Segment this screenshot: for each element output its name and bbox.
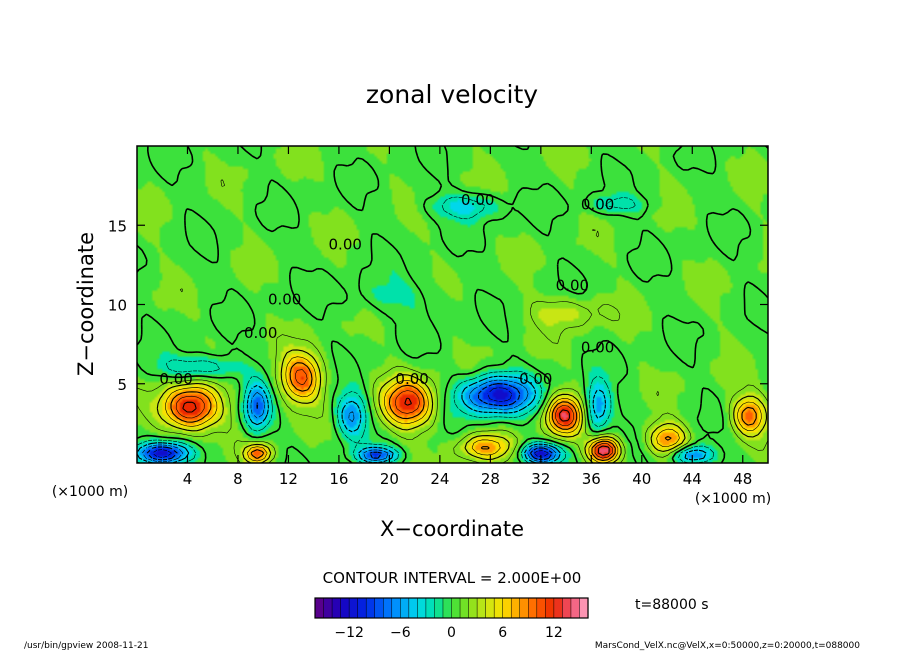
colorbar-cell [502, 597, 512, 619]
contour-label: 0.00 [581, 196, 614, 214]
colorbar-cell [314, 597, 325, 619]
colorbar-cell [357, 597, 367, 619]
x-tick-label: 12 [279, 470, 298, 488]
y-axis-label: Z−coordinate [74, 232, 98, 376]
x-tick-label: 44 [683, 470, 702, 488]
colorbar-cell [562, 597, 572, 619]
contour-labels: 0.00 0.00 0.00 0.00 0.00 0.00 0.00 0.00 0.00 0.00 [159, 191, 614, 388]
x-tick-label: 20 [380, 470, 399, 488]
colorbar-cell [417, 597, 427, 619]
contour-label: 0.00 [395, 370, 428, 388]
contour-line [165, 356, 762, 463]
colorbar-tick-label: 0 [447, 625, 456, 641]
footer-right: MarsCond_VelX.nc@VelX,x=0:50000,z=0:2000… [594, 641, 860, 651]
contour-label: 0.00 [329, 235, 362, 253]
x-axis: 4 8 12 16 20 24 28 32 36 40 44 48 [183, 146, 752, 488]
x-tick-label: 24 [430, 470, 449, 488]
x-tick-label: 4 [183, 470, 193, 488]
contour-line [170, 362, 757, 462]
colorbar-tick-label: −12 [334, 625, 364, 641]
velocity-field [137, 146, 768, 463]
contour-lines [137, 146, 768, 463]
colorbar-cell [493, 597, 504, 619]
contour-label: 0.00 [461, 191, 494, 209]
colorbar-cell [365, 597, 376, 619]
colorbar-tick-labels: −12 −6 0 6 12 [334, 625, 562, 641]
colorbar-cell [331, 597, 342, 619]
contour-label: 0.00 [556, 276, 589, 294]
contour-line [175, 369, 613, 459]
plot-area [137, 146, 768, 463]
colorbar-cell [553, 597, 563, 619]
x-axis-label: X−coordinate [380, 517, 524, 541]
contour-line [146, 383, 553, 461]
colorbar-cell [442, 597, 453, 619]
contour-label: 0.00 [581, 338, 614, 356]
y-tick-label: 10 [108, 297, 127, 315]
colorbar-cell [451, 597, 461, 619]
colorbar-cell [425, 597, 435, 619]
x-tick-label: 32 [531, 470, 550, 488]
x-tick-label: 48 [733, 470, 752, 488]
x-tick-label: 36 [582, 470, 601, 488]
contour-line [142, 379, 557, 463]
x-tick-label: 8 [233, 470, 243, 488]
colorbar-cell [323, 597, 333, 619]
y-tick-label: 5 [117, 376, 127, 394]
x-unit-left: (×1000 m) [52, 484, 128, 500]
contour-line [156, 349, 768, 463]
contour-line [137, 375, 707, 463]
colorbar-cell [485, 597, 495, 619]
colorbar-cell [545, 597, 555, 619]
colorbar-cell [400, 597, 410, 619]
contour-line [151, 387, 549, 458]
colorbar-cell [468, 597, 478, 619]
colorbar-cell [570, 597, 581, 619]
colorbar-cell [434, 597, 444, 619]
colorbar-tick-label: −6 [390, 625, 411, 641]
colorbar-cell [536, 597, 546, 619]
time-label: t=88000 s [635, 597, 709, 613]
x-tick-label: 16 [329, 470, 348, 488]
colorbar-cell [383, 597, 393, 619]
colorbar-tick-label: 6 [498, 625, 507, 641]
colorbar-frame [314, 597, 589, 619]
contour-interval-label: CONTOUR INTERVAL = 2.000E+00 [323, 569, 582, 587]
x-tick-label: 40 [632, 470, 651, 488]
contour-label: 0.00 [244, 324, 277, 342]
contour-line [182, 397, 610, 456]
colorbar-cell [340, 597, 350, 619]
x-tick-label: 28 [481, 470, 500, 488]
colorbar [314, 597, 589, 619]
colorbar-cell [519, 597, 529, 619]
colorbar-cell [459, 597, 470, 619]
contour-label: 0.00 [519, 370, 552, 388]
colorbar-cell [348, 597, 359, 619]
x-unit-right: (×1000 m) [695, 491, 771, 507]
contour-line [137, 146, 768, 463]
colorbar-cell [528, 597, 538, 619]
chart-title: zonal velocity [366, 80, 538, 109]
contour-label: 0.00 [159, 370, 192, 388]
colorbar-cell [391, 597, 401, 619]
colorbar-cell [579, 597, 589, 619]
contour-line [137, 179, 768, 463]
footer-left: /usr/bin/gpview 2008-11-21 [24, 641, 149, 651]
y-axis: 5 10 15 [108, 217, 768, 394]
colorbar-cell [374, 597, 384, 619]
colorbar-cell [408, 597, 418, 619]
y-tick-label: 15 [108, 217, 127, 235]
colorbar-cell [510, 597, 521, 619]
contour-label: 0.00 [268, 291, 301, 309]
colorbar-cell [476, 597, 487, 619]
colorbar-tick-label: 12 [545, 625, 563, 641]
